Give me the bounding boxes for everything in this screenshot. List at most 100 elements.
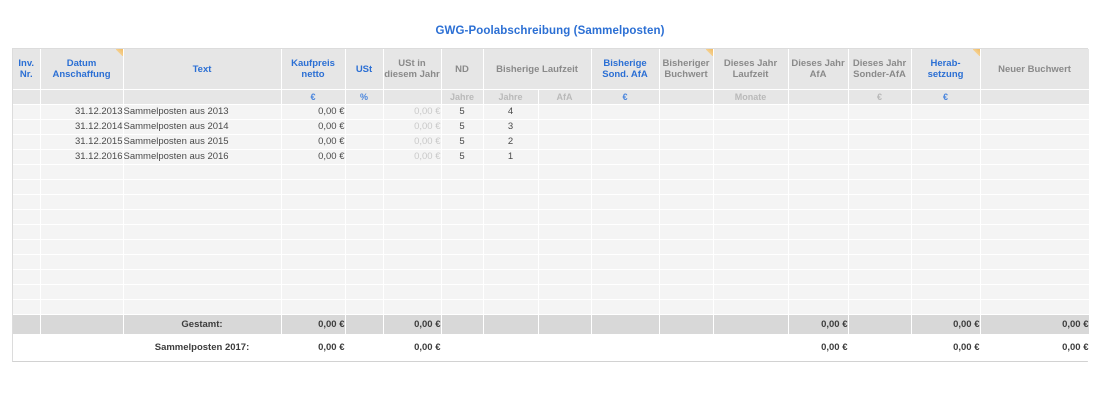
cell-ust-dieses-jahr[interactable] (383, 194, 442, 210)
cell-ust-dieses-jahr[interactable]: 0,00 € (383, 134, 442, 150)
cell-bisherige-laufzeit-jahre[interactable] (483, 194, 539, 210)
cell-dieses-jahr-afa[interactable] (788, 149, 849, 165)
col-header-text[interactable]: Text (123, 49, 282, 90)
cell-neuer-buchwert[interactable] (980, 194, 1090, 210)
cell-dieses-jahr-sonder-afa[interactable] (848, 179, 912, 195)
cell-datum-anschaffung[interactable] (40, 224, 124, 240)
cell-inv-nr[interactable] (13, 119, 41, 135)
cell-bisherige-sond-afa[interactable] (591, 194, 660, 210)
cell-bisherige-sond-afa[interactable] (591, 119, 660, 135)
cell-text[interactable] (123, 284, 282, 300)
col-header-dieses-jahr-afa[interactable]: Dieses Jahr AfA (788, 49, 849, 90)
cell-bisherige-laufzeit-afa[interactable] (538, 119, 592, 135)
cell-bisherige-laufzeit-jahre[interactable] (483, 284, 539, 300)
cell-dieses-jahr-sonder-afa[interactable] (848, 224, 912, 240)
cell-datum-anschaffung[interactable] (40, 284, 124, 300)
cell-dieses-jahr-afa[interactable] (788, 179, 849, 195)
cell-text[interactable]: Sammelposten aus 2015 (123, 134, 282, 150)
cell-kaufpreis-netto[interactable]: 0,00 € (281, 134, 346, 150)
cell-bisheriger-buchwert[interactable] (659, 134, 714, 150)
cell-inv-nr[interactable] (13, 194, 41, 210)
cell-text[interactable]: Sammelposten aus 2013 (123, 104, 282, 120)
cell-bisheriger-buchwert[interactable] (659, 149, 714, 165)
cell-bisheriger-buchwert[interactable] (659, 254, 714, 270)
cell-herabsetzung[interactable] (911, 119, 981, 135)
cell-bisherige-laufzeit-jahre[interactable]: 3 (483, 119, 539, 135)
cell-datum-anschaffung[interactable]: 31.12.2015 (40, 134, 124, 150)
cell-nd[interactable]: 5 (441, 119, 484, 135)
cell-datum-anschaffung[interactable] (40, 164, 124, 180)
cell-bisherige-sond-afa[interactable] (591, 179, 660, 195)
cell-dieses-jahr-sonder-afa[interactable] (848, 284, 912, 300)
cell-kaufpreis-netto[interactable] (281, 269, 346, 285)
col-header-ust-dieses-jahr[interactable]: USt in diesem Jahr (383, 49, 442, 90)
cell-herabsetzung[interactable] (911, 179, 981, 195)
cell-neuer-buchwert[interactable] (980, 284, 1090, 300)
cell-datum-anschaffung[interactable]: 31.12.2016 (40, 149, 124, 165)
cell-dieses-jahr-laufzeit[interactable] (713, 269, 789, 285)
cell-bisherige-laufzeit-afa[interactable] (538, 179, 592, 195)
col-header-kaufpreis-netto[interactable]: Kaufpreis netto (281, 49, 346, 90)
cell-nd[interactable] (441, 179, 484, 195)
cell-bisherige-laufzeit-afa[interactable] (538, 269, 592, 285)
cell-inv-nr[interactable] (13, 254, 41, 270)
cell-inv-nr[interactable] (13, 134, 41, 150)
cell-nd[interactable] (441, 299, 484, 315)
cell-dieses-jahr-laufzeit[interactable] (713, 209, 789, 225)
cell-bisherige-laufzeit-jahre[interactable]: 1 (483, 149, 539, 165)
cell-dieses-jahr-laufzeit[interactable] (713, 284, 789, 300)
cell-bisherige-laufzeit-jahre[interactable]: 4 (483, 104, 539, 120)
cell-dieses-jahr-sonder-afa[interactable] (848, 104, 912, 120)
cell-bisherige-laufzeit-afa[interactable] (538, 239, 592, 255)
cell-neuer-buchwert[interactable] (980, 209, 1090, 225)
cell-inv-nr[interactable] (13, 179, 41, 195)
cell-bisheriger-buchwert[interactable] (659, 179, 714, 195)
cell-ust[interactable] (345, 299, 384, 315)
cell-bisheriger-buchwert[interactable] (659, 209, 714, 225)
cell-kaufpreis-netto[interactable] (281, 209, 346, 225)
cell-herabsetzung[interactable] (911, 164, 981, 180)
cell-dieses-jahr-sonder-afa[interactable] (848, 254, 912, 270)
cell-ust-dieses-jahr[interactable] (383, 284, 442, 300)
cell-bisherige-sond-afa[interactable] (591, 239, 660, 255)
cell-bisheriger-buchwert[interactable] (659, 299, 714, 315)
cell-text[interactable]: Sammelposten aus 2016 (123, 149, 282, 165)
cell-herabsetzung[interactable] (911, 134, 981, 150)
cell-ust-dieses-jahr[interactable] (383, 179, 442, 195)
cell-datum-anschaffung[interactable]: 31.12.2014 (40, 119, 124, 135)
cell-bisherige-laufzeit-afa[interactable] (538, 224, 592, 240)
cell-nd[interactable]: 5 (441, 134, 484, 150)
cell-text[interactable] (123, 164, 282, 180)
cell-neuer-buchwert[interactable] (980, 254, 1090, 270)
cell-dieses-jahr-laufzeit[interactable] (713, 119, 789, 135)
cell-bisherige-laufzeit-jahre[interactable] (483, 209, 539, 225)
cell-kaufpreis-netto[interactable]: 0,00 € (281, 119, 346, 135)
cell-inv-nr[interactable] (13, 224, 41, 240)
cell-text[interactable] (123, 209, 282, 225)
cell-kaufpreis-netto[interactable] (281, 224, 346, 240)
cell-ust-dieses-jahr[interactable] (383, 224, 442, 240)
cell-ust-dieses-jahr[interactable] (383, 269, 442, 285)
cell-kaufpreis-netto[interactable] (281, 239, 346, 255)
cell-herabsetzung[interactable] (911, 254, 981, 270)
cell-ust[interactable] (345, 104, 384, 120)
cell-herabsetzung[interactable] (911, 269, 981, 285)
cell-bisherige-sond-afa[interactable] (591, 269, 660, 285)
cell-dieses-jahr-sonder-afa[interactable] (848, 194, 912, 210)
cell-inv-nr[interactable] (13, 299, 41, 315)
cell-bisherige-laufzeit-jahre[interactable] (483, 254, 539, 270)
cell-dieses-jahr-afa[interactable] (788, 209, 849, 225)
cell-neuer-buchwert[interactable] (980, 269, 1090, 285)
cell-nd[interactable] (441, 164, 484, 180)
cell-dieses-jahr-afa[interactable] (788, 239, 849, 255)
cell-dieses-jahr-afa[interactable] (788, 104, 849, 120)
cell-bisherige-sond-afa[interactable] (591, 149, 660, 165)
cell-kaufpreis-netto[interactable]: 0,00 € (281, 149, 346, 165)
col-header-dieses-jahr-laufzeit[interactable]: Dieses Jahr Laufzeit (713, 49, 789, 90)
cell-herabsetzung[interactable] (911, 299, 981, 315)
col-header-datum-anschaffung[interactable]: Datum Anschaffung (40, 49, 124, 90)
cell-dieses-jahr-afa[interactable] (788, 224, 849, 240)
col-header-bisherige-laufzeit[interactable]: Bisherige Laufzeit (483, 49, 592, 90)
cell-bisherige-laufzeit-afa[interactable] (538, 134, 592, 150)
cell-inv-nr[interactable] (13, 149, 41, 165)
